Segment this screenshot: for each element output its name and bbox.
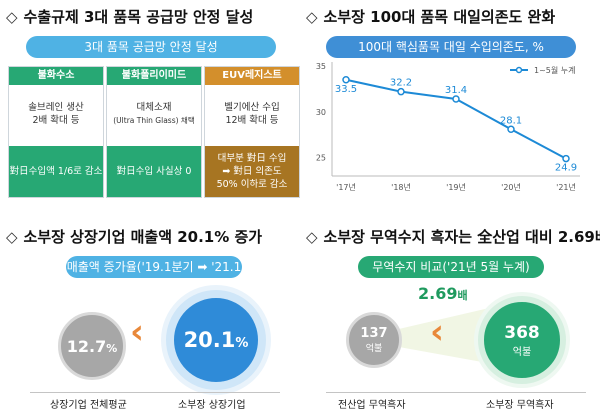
chart-grid: 25 30 35 '17년 '18년 '19년 '20년 '21년 [316, 62, 580, 192]
y-tick-label: 25 [316, 154, 326, 163]
label-sobujang-surplus: 소부장 무역흑자 [486, 400, 554, 411]
label-sobujang: 소부장 상장기업 [178, 400, 246, 411]
avg-growth-circle: 12.7% [58, 312, 126, 380]
y-tick-label: 35 [316, 62, 326, 71]
chart-legend: 1~5월 누계 [510, 65, 576, 75]
chevron-left-icon: ‹ [430, 312, 445, 352]
section2-pill: 100대 핵심품목 대일 수입의존도, % [326, 36, 576, 58]
card-header: 불화폴리이미드 [107, 67, 201, 85]
data-point [452, 95, 460, 103]
card-body: 벨기에산 수입 12배 확대 등 [224, 102, 280, 126]
section3-title: ◇ 소부장 상장기업 매출액 20.1% 증가 [6, 228, 263, 246]
card-header: EUV레지스트 [205, 67, 299, 85]
diamond-icon: ◇ [306, 228, 318, 246]
chevron-left-icon: ‹ [130, 312, 145, 352]
y-tick-label: 30 [316, 108, 326, 117]
legend-marker [515, 66, 523, 74]
data-label: 32.2 [390, 78, 412, 89]
chart-points [342, 76, 570, 163]
ratio-value: 2.69배 [418, 284, 468, 303]
section3-pill: 매출액 증가율('19.1분기 ➡ '21.1분기) [66, 256, 242, 296]
section1-title: ◇ 수출규제 3대 품목 공급망 안정 달성 [6, 8, 254, 26]
card-euv-resist: EUV레지스트 벨기에산 수입 12배 확대 등 대부분 對日 수입 ➡ 對日 … [204, 66, 300, 198]
data-label: 31.4 [445, 85, 467, 96]
diamond-icon: ◇ [306, 8, 318, 26]
data-label: 24.9 [555, 163, 577, 174]
all-industry-circle: 137 억불 [346, 312, 402, 368]
sobujang-growth-circle: 20.1% [166, 290, 266, 390]
data-point [342, 76, 350, 84]
divider [326, 392, 586, 393]
card-header: 불화수소 [9, 67, 103, 85]
card-body: 대체소재 (Ultra Thin Glass) 채택 [113, 102, 195, 125]
data-label: 28.1 [500, 115, 522, 126]
data-point [507, 125, 515, 133]
section1-pill: 3대 품목 공급망 안정 달성 [26, 36, 276, 58]
ratio-shape [360, 302, 515, 368]
card-footer: 대부분 對日 수입 ➡ 對日 의존도 50% 이하로 감소 [205, 146, 299, 197]
card-fluorinated-polyimide: 불화폴리이미드 대체소재 (Ultra Thin Glass) 채택 對日수입 … [106, 66, 202, 198]
legend-label: 1~5월 누계 [534, 65, 576, 75]
section4-title: ◇ 소부장 무역수지 흑자는 全산업 대비 2.69배 [306, 228, 600, 246]
card-footer: 對日수입 사실상 0 [107, 146, 201, 197]
divider [30, 392, 280, 393]
data-point [562, 154, 570, 163]
label-avg: 상장기업 전체평균 [50, 400, 127, 411]
x-tick-label: '21년 [556, 182, 576, 192]
diamond-icon: ◇ [6, 8, 18, 26]
data-label: 33.5 [335, 84, 357, 95]
diamond-icon: ◇ [6, 228, 18, 246]
x-tick-label: '17년 [336, 182, 356, 192]
label-all-industry: 전산업 무역흑자 [338, 400, 406, 411]
section2-title: ◇ 소부장 100대 품목 대일의존도 완화 [306, 8, 556, 26]
x-tick-label: '19년 [446, 182, 466, 192]
card-footer: 對日수입액 1/6로 감소 [9, 146, 103, 197]
x-tick-label: '18년 [391, 182, 411, 192]
sobujang-surplus-circle: 368 억불 [478, 296, 566, 384]
card-hydrogen-fluoride: 불화수소 솔브레인 생산 2배 확대 등 對日수입액 1/6로 감소 [8, 66, 104, 198]
chart-labels: 33.5 32.2 31.4 28.1 24.9 [335, 78, 577, 174]
section4-pill: 무역수지 비교('21년 5월 누계) [358, 256, 544, 278]
card-body: 솔브레인 생산 2배 확대 등 [28, 102, 84, 126]
x-tick-label: '20년 [501, 182, 521, 192]
data-point [397, 87, 405, 96]
